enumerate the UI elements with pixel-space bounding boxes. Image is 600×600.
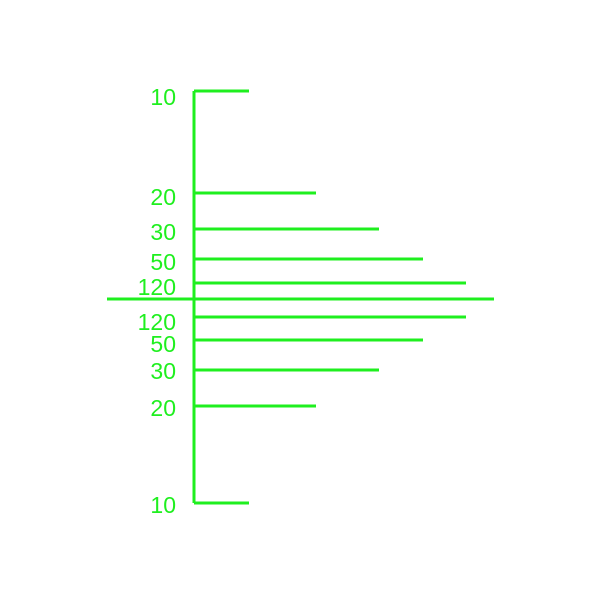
scale-lines [107,89,494,505]
upper-tick-label: 20 [150,184,176,210]
upper-tick-label: 10 [150,84,176,110]
lower-tick-label: 50 [150,331,176,357]
lower-tick-label: 10 [150,492,176,518]
scale-labels: 10 20 30 50 120 120 50 30 20 10 [138,84,176,518]
upper-tick-label: 120 [138,274,176,300]
lower-tick-label: 20 [150,395,176,421]
upper-tick-label: 30 [150,219,176,245]
lower-tick-label: 30 [150,358,176,384]
lower-tick-label: 120 [138,309,176,335]
upper-tick-label: 50 [150,249,176,275]
